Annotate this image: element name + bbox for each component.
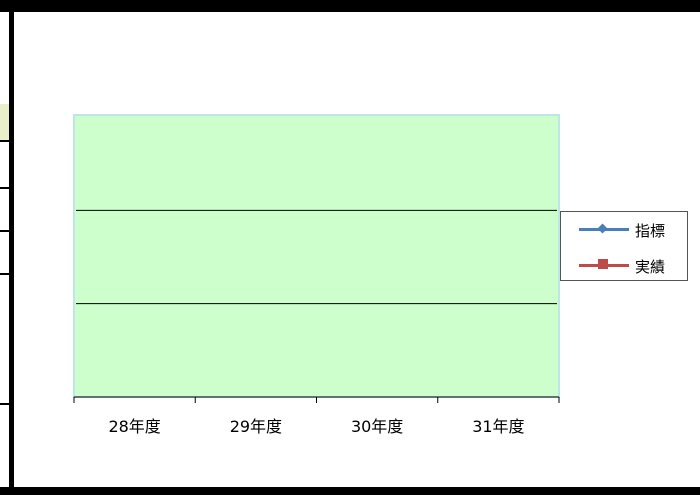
x-axis-labels: 28年度 29年度 30年度 31年度 (108, 417, 524, 436)
frame-left-border (9, 12, 14, 487)
frame-top-border (0, 0, 700, 12)
x-axis-tick-label: 28年度 (108, 417, 160, 436)
left-edge-divider (0, 230, 9, 232)
legend-item-series-2: 実績 (561, 254, 687, 276)
legend-item-series-1: 指標 (561, 218, 687, 240)
left-edge-divider (0, 140, 9, 142)
left-edge-divider (0, 273, 9, 275)
legend-label: 実績 (635, 258, 666, 276)
x-axis-ticks (73, 397, 560, 403)
gridlines (76, 209, 557, 305)
legend-label: 指標 (635, 222, 666, 240)
square-marker-icon (598, 259, 608, 269)
frame-bottom-border (0, 487, 700, 495)
diamond-marker-icon (597, 223, 608, 234)
left-edge-strip (0, 12, 9, 487)
legend: 指標 実績 (560, 211, 688, 281)
left-edge-divider (0, 403, 9, 405)
x-axis-tick-label: 30年度 (351, 417, 403, 436)
left-edge-divider (0, 187, 9, 189)
plot-area (73, 114, 560, 398)
x-axis-tick-label: 29年度 (230, 417, 282, 436)
x-axis-tick-label: 31年度 (472, 417, 524, 436)
